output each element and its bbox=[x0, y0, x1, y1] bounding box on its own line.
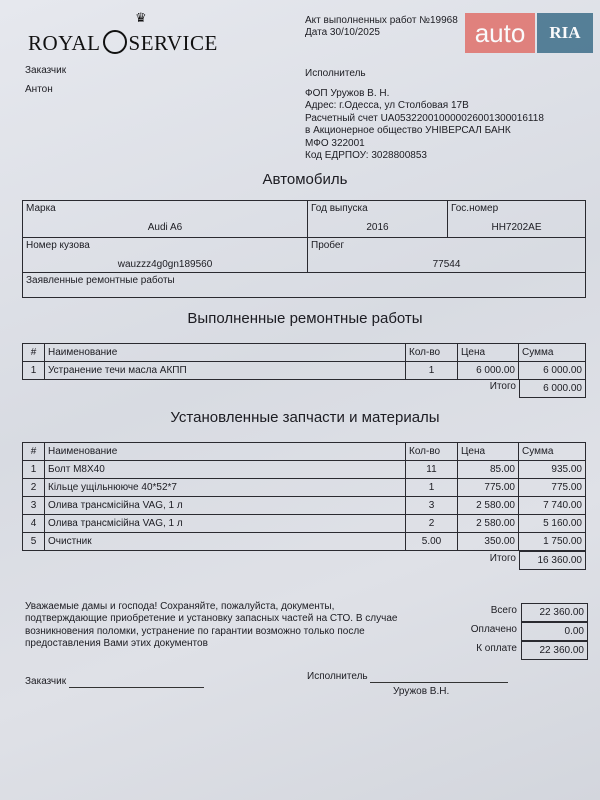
table-row: Номер кузова wauzzz4g0gn189560 Пробег 77544 bbox=[22, 237, 586, 273]
customer-signature: Заказчик bbox=[25, 676, 204, 689]
table-cell: 1 bbox=[405, 361, 458, 380]
table-row: Заявленные ремонтные работы bbox=[22, 272, 586, 298]
table-cell: 3 bbox=[405, 496, 458, 515]
table-cell: 85.00 bbox=[457, 460, 519, 479]
table-cell: Олива трансмісійна VAG, 1 л bbox=[44, 496, 406, 515]
table-cell: Наименование bbox=[44, 343, 406, 362]
table-cell: Гос.номер HH7202AE bbox=[447, 200, 586, 238]
contractor-details: ФОП Уружов В. Н. Адрес: г.Одесса, ул Стол… bbox=[305, 88, 544, 162]
car-table: Марка Audi A6 Год выпуска 2016 Гос.номер HH72… bbox=[22, 200, 586, 298]
table-cell: 935.00 bbox=[518, 460, 586, 479]
table-cell: Наименование bbox=[44, 442, 406, 461]
table-cell: 2 bbox=[405, 514, 458, 533]
table-cell: Заявленные ремонтные работы bbox=[22, 272, 586, 298]
works-table: # Наименование Кол-во Цена Сумма 1 Устранение… bbox=[22, 343, 586, 380]
table-cell: 5 160.00 bbox=[518, 514, 586, 533]
table-row: # Наименование Кол-во Цена Сумма bbox=[22, 343, 586, 362]
table-cell: 2 580.00 bbox=[457, 514, 519, 533]
table-cell: 6 000.00 bbox=[518, 361, 586, 380]
table-cell: Кол-во bbox=[405, 343, 458, 362]
table-cell: Сумма bbox=[518, 343, 586, 362]
table-cell: # bbox=[22, 343, 45, 362]
car-heading: Автомобиль bbox=[262, 171, 348, 188]
table-cell: 1 750.00 bbox=[518, 532, 586, 551]
table-cell: 5 bbox=[22, 532, 45, 551]
autoria-watermark: auto RIA bbox=[465, 13, 593, 53]
contractor-label: Исполнитель bbox=[305, 68, 366, 79]
table-cell: 6 000.00 bbox=[457, 361, 519, 380]
table-cell: 2 bbox=[22, 478, 45, 497]
table-cell: Цена bbox=[457, 442, 519, 461]
table-cell: Болт M8X40 bbox=[44, 460, 406, 479]
table-row: 5 Очистник 5.00 350.00 1 750.00 bbox=[22, 532, 586, 551]
royal-service-logo: ♛ ROYAL SERVICE bbox=[28, 10, 218, 56]
table-cell: Олива трансмісійна VAG, 1 л bbox=[44, 514, 406, 533]
table-cell: 350.00 bbox=[457, 532, 519, 551]
table-row: 1 Устранение течи масла АКПП 1 6 000.00 6 00… bbox=[22, 361, 586, 380]
table-row: Марка Audi A6 Год выпуска 2016 Гос.номер HH72… bbox=[22, 200, 586, 238]
parts-table: # Наименование Кол-во Цена Сумма 1 Болт M8X40… bbox=[22, 442, 586, 551]
table-cell: Кільце ущільнююче 40*52*7 bbox=[44, 478, 406, 497]
table-cell: Пробег 77544 bbox=[307, 237, 586, 273]
table-cell: 775.00 bbox=[518, 478, 586, 497]
table-cell: # bbox=[22, 442, 45, 461]
crown-icon: ♛ bbox=[135, 10, 148, 25]
table-cell: Номер кузова wauzzz4g0gn189560 bbox=[22, 237, 308, 273]
table-cell: 1 bbox=[22, 460, 45, 479]
contractor-signature-name: Уружов В.Н. bbox=[393, 686, 450, 697]
customer-label: Заказчик bbox=[25, 65, 67, 76]
table-row: 2 Кільце ущільнююче 40*52*7 1 775.00 775.00 bbox=[22, 478, 586, 497]
act-date: Дата 30/10/2025 bbox=[305, 27, 380, 38]
act-number: Акт выполненных работ №19968 bbox=[305, 15, 458, 26]
warranty-note: Уважаемые дамы и господа! Сохраняйте, по… bbox=[25, 601, 398, 650]
table-cell: 4 bbox=[22, 514, 45, 533]
table-cell: Кол-во bbox=[405, 442, 458, 461]
logo-q-icon bbox=[102, 30, 127, 54]
table-cell: 1 bbox=[22, 361, 45, 380]
table-cell: 3 bbox=[22, 496, 45, 515]
table-cell: Марка Audi A6 bbox=[22, 200, 308, 238]
works-heading: Выполненные ремонтные работы bbox=[187, 310, 423, 327]
table-cell: Цена bbox=[457, 343, 519, 362]
table-cell: 7 740.00 bbox=[518, 496, 586, 515]
table-cell: Год выпуска 2016 bbox=[307, 200, 448, 238]
table-cell: Сумма bbox=[518, 442, 586, 461]
table-cell: Очистник bbox=[44, 532, 406, 551]
customer-name: Антон bbox=[25, 84, 53, 95]
table-row: # Наименование Кол-во Цена Сумма bbox=[22, 442, 586, 461]
table-cell: 2 580.00 bbox=[457, 496, 519, 515]
signature-line bbox=[68, 678, 204, 689]
table-cell: 1 bbox=[405, 478, 458, 497]
table-cell: Устранение течи масла АКПП bbox=[44, 361, 406, 380]
contractor-signature: Исполнитель bbox=[307, 671, 509, 684]
table-cell: 11 bbox=[405, 460, 458, 479]
signature-line bbox=[370, 673, 509, 684]
table-cell: 5.00 bbox=[405, 532, 458, 551]
table-row: 1 Болт M8X40 11 85.00 935.00 bbox=[22, 460, 586, 479]
parts-heading: Установленные запчасти и материалы bbox=[170, 409, 440, 426]
table-cell: 775.00 bbox=[457, 478, 519, 497]
